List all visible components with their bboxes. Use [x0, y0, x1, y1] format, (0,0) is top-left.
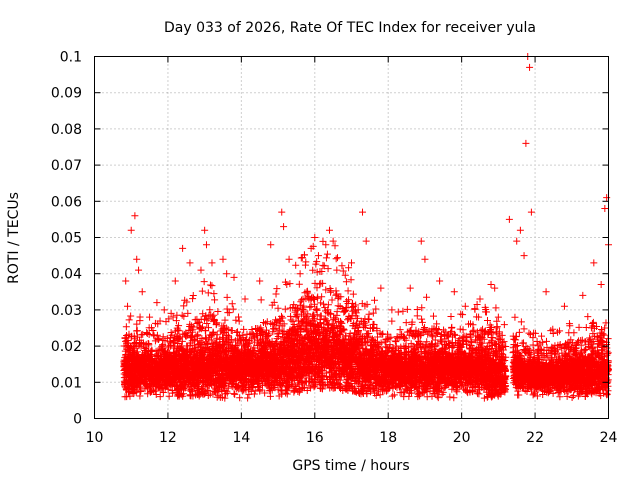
data-point — [127, 312, 135, 320]
data-point — [152, 391, 160, 399]
data-point — [156, 317, 164, 325]
data-point — [122, 323, 130, 331]
data-point — [167, 328, 175, 336]
data-point — [169, 389, 177, 397]
data-point — [133, 320, 141, 328]
data-point — [139, 330, 147, 338]
data-point — [169, 313, 177, 321]
data-point — [159, 388, 167, 396]
data-point — [133, 327, 141, 335]
data-point — [124, 337, 132, 345]
data-point — [137, 331, 145, 339]
data-point — [159, 333, 167, 341]
data-point — [145, 341, 153, 349]
data-point — [156, 393, 164, 401]
data-point — [166, 338, 174, 346]
data-point — [167, 309, 175, 317]
data-points — [120, 53, 612, 402]
data-point — [150, 332, 158, 340]
data-point — [136, 313, 144, 321]
data-point — [143, 329, 151, 337]
data-point — [152, 387, 160, 395]
data-point — [136, 392, 144, 400]
data-point — [155, 335, 163, 343]
data-point — [137, 386, 145, 394]
data-point — [165, 392, 173, 400]
data-point — [125, 316, 133, 324]
data-point — [153, 331, 161, 339]
data-point — [149, 327, 157, 335]
data-point — [165, 315, 173, 323]
